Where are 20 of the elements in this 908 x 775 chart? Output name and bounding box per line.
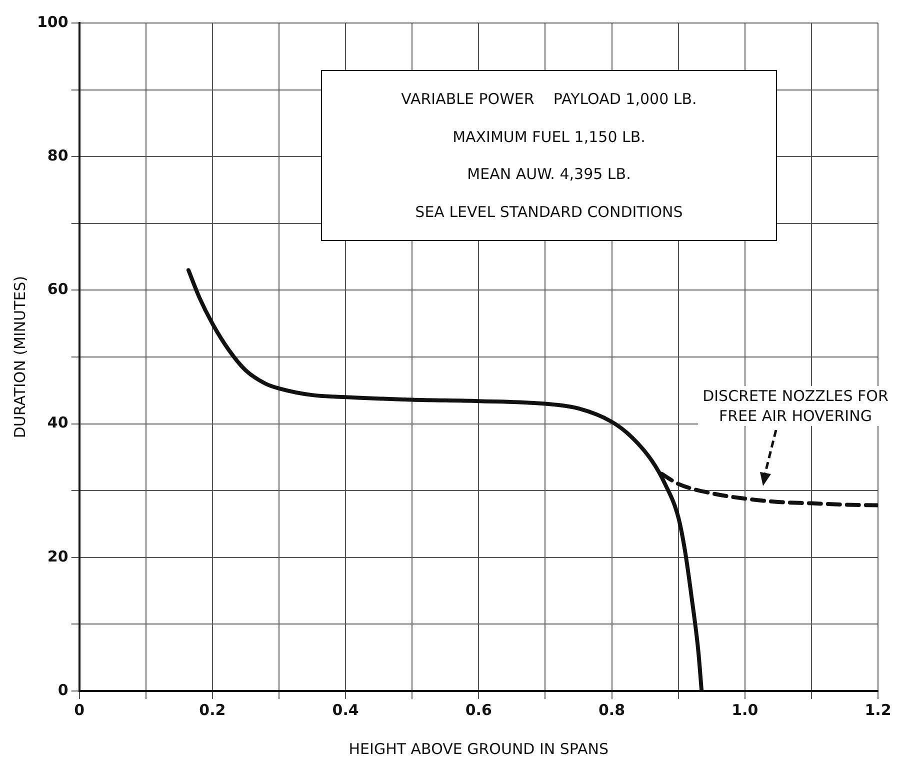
x-tick-label: 0	[74, 700, 85, 719]
annotation: MAXIMUM FUEL 1,150 LB.	[452, 128, 646, 146]
x-tick-label: 1.0	[732, 700, 758, 719]
x-tick-label: 1.2	[864, 700, 892, 719]
annotation: VARIABLE POWER PAYLOAD 1,000 LB.	[400, 90, 698, 108]
y-tick-label: 20	[47, 547, 68, 566]
x-tick-label: 0.4	[332, 700, 359, 719]
y-tick-label: 100	[37, 12, 68, 31]
y-tick-label: 0	[58, 680, 68, 699]
x-tick-label: 0.8	[598, 700, 626, 719]
y-axis-title: DURATION (MINUTES)	[10, 276, 29, 438]
y-tick-label: 40	[47, 414, 68, 432]
x-tick-label: 0.2	[199, 700, 226, 719]
y-tick-label: 80	[47, 146, 68, 164]
annotation: DISCRETE NOZZLES FOR FREE AIR HOVERING	[698, 386, 893, 426]
y-tick-label: 60	[47, 280, 68, 298]
annotation: MEAN AUW. 4,395 LB.	[466, 165, 632, 184]
annotation: SEA LEVEL STANDARD CONDITIONS	[414, 202, 684, 221]
x-tick-label: 0.6	[465, 700, 492, 719]
x-axis-title: HEIGHT ABOVE GROUND IN SPANS	[348, 740, 609, 758]
